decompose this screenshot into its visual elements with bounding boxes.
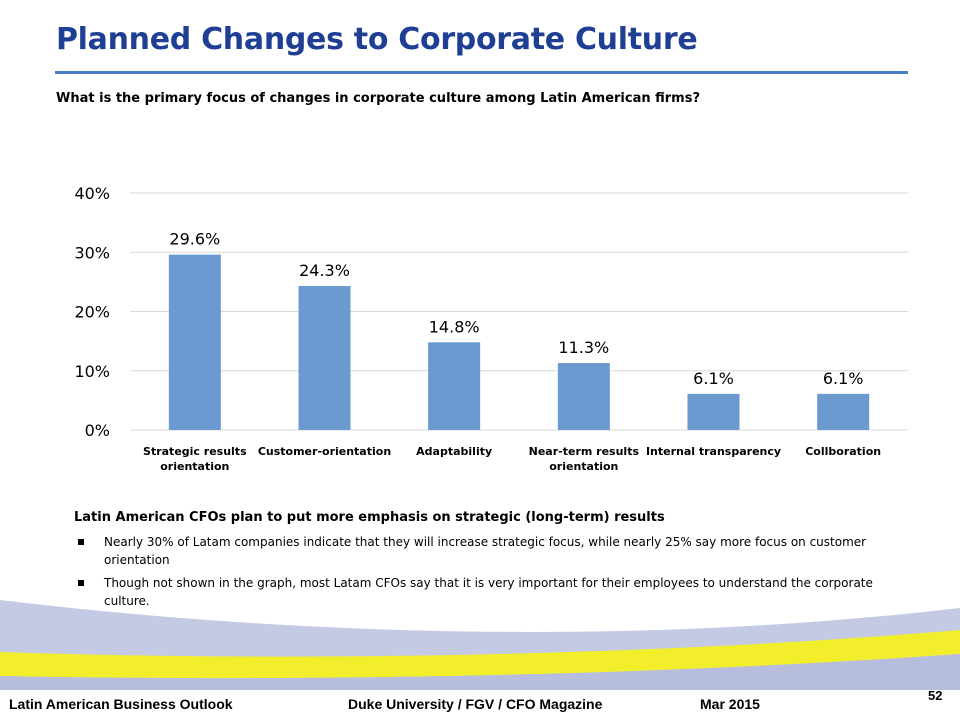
bar — [168, 254, 221, 430]
bullet-item: Though not shown in the graph, most Lata… — [74, 574, 904, 610]
chart-question: What is the primary focus of changes in … — [56, 91, 701, 106]
data-label: 11.3% — [558, 338, 609, 357]
bullet-text: Nearly 30% of Latam companies indicate t… — [104, 535, 867, 567]
page-number: 52 — [928, 688, 943, 703]
x-tick-label: Customer-orientation — [258, 445, 391, 458]
square-bullet-icon — [78, 539, 84, 545]
findings-section: Latin American CFOs plan to put more emp… — [74, 510, 904, 615]
square-bullet-icon — [78, 580, 84, 586]
data-label: 6.1% — [693, 369, 734, 388]
y-tick-label: 10% — [74, 362, 110, 381]
swoosh-lower-band — [0, 654, 960, 690]
bar — [428, 342, 481, 430]
y-tick-label: 0% — [85, 421, 110, 440]
bullet-text: Though not shown in the graph, most Lata… — [104, 576, 873, 608]
title-underline — [55, 71, 908, 74]
bar — [557, 363, 610, 430]
y-tick-label: 30% — [74, 243, 110, 262]
footer-report-name: Latin American Business Outlook — [9, 696, 233, 712]
y-tick-label: 40% — [74, 184, 110, 203]
bar — [817, 393, 870, 430]
data-label: 14.8% — [429, 317, 480, 336]
findings-heading: Latin American CFOs plan to put more emp… — [74, 510, 665, 525]
y-tick-label: 20% — [74, 303, 110, 322]
bar — [298, 286, 351, 430]
findings-bullets: Nearly 30% of Latam companies indicate t… — [74, 533, 904, 610]
data-label: 6.1% — [823, 369, 864, 388]
x-tick-label: Adaptability — [416, 445, 492, 458]
bar-chart: 0% 10% 20% 30% 40% 29.6% Strategic results orie… — [74, 184, 908, 473]
swoosh-yellow-band — [0, 630, 960, 679]
decorative-swoosh — [0, 600, 960, 690]
footer-sources: Duke University / FGV / CFO Magazine — [348, 696, 603, 712]
bullet-item: Nearly 30% of Latam companies indicate t… — [74, 533, 904, 569]
slide-footer: Latin American Business Outlook Duke Uni… — [0, 688, 960, 720]
x-tick-label: Internal transparency — [646, 445, 781, 458]
x-tick-label: Strategic results orientation — [143, 445, 247, 473]
x-tick-label: Collboration — [805, 445, 881, 458]
data-label: 29.6% — [169, 230, 220, 249]
x-tick-label: Near-term results orientation — [529, 445, 640, 473]
footer-date: Mar 2015 — [700, 696, 760, 712]
slide-title: Planned Changes to Corporate Culture — [56, 22, 698, 57]
data-label: 24.3% — [299, 261, 350, 280]
bar — [687, 393, 740, 430]
